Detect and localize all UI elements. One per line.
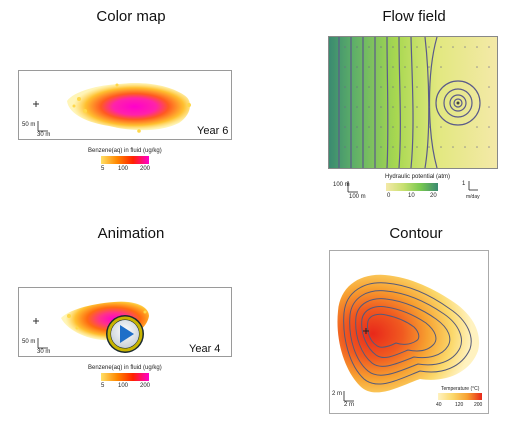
- contour-title: Contour: [389, 225, 443, 242]
- contour-scale-vertical-label: 2 m: [332, 391, 343, 397]
- vector-scale-label: 1: [462, 181, 466, 187]
- color-map-legend-bar: [101, 156, 149, 164]
- flow-field-title: Flow field: [382, 8, 446, 25]
- legend-tick-low: 5: [101, 383, 105, 389]
- flow-scale-horizontal-label: 100 m: [349, 194, 366, 200]
- color-map-title: Color map: [96, 8, 166, 25]
- legend-tick-high: 200: [140, 166, 151, 172]
- flow-scale-vertical-label: 100 m: [333, 182, 350, 188]
- flow-legend-bar: [386, 183, 438, 191]
- legend-tick-mid: 100: [118, 383, 129, 389]
- contour-panel[interactable]: 2 m 2 m Temperature (°C) 40 120 200: [329, 250, 489, 414]
- flow-tick-0: 0: [387, 193, 391, 199]
- legend-tick-high: 200: [140, 383, 151, 389]
- temperature-contour-image: [337, 274, 480, 402]
- flow-field-panel[interactable]: [328, 36, 498, 169]
- color-map-panel[interactable]: 50 m 30 m Year 6: [18, 70, 232, 140]
- legend-tick-mid: 100: [118, 166, 129, 172]
- color-map-legend-label: Benzene(aq) in fluid (ug/kg): [88, 148, 162, 154]
- scale-horizontal-label: 30 m: [37, 132, 51, 138]
- play-button[interactable]: [105, 314, 145, 354]
- animation-title: Animation: [97, 225, 165, 242]
- flow-tick-20: 20: [430, 193, 437, 199]
- play-icon: [106, 315, 144, 353]
- animation-panel[interactable]: 50 m 30 m Year 4: [18, 287, 232, 357]
- contour-tick-200: 200: [474, 402, 483, 408]
- vector-units-label: m/day: [466, 194, 480, 200]
- contour-tick-120: 120: [455, 402, 464, 408]
- flow-legend-label: Hydraulic potential (atm): [385, 174, 451, 180]
- legend-tick-low: 5: [101, 166, 105, 172]
- year-label: Year 6: [197, 125, 229, 137]
- plus-icon: [33, 101, 39, 107]
- scale-horizontal-label: 30 m: [37, 349, 51, 355]
- contour-legend-bar: [438, 393, 482, 400]
- animation-legend-bar: [101, 373, 149, 381]
- year-label: Year 4: [189, 343, 221, 355]
- contour-scale-horizontal-label: 2 m: [344, 402, 355, 408]
- animation-legend-label: Benzene(aq) in fluid (ug/kg): [88, 365, 162, 371]
- flow-field-image: [329, 37, 497, 168]
- scale-vertical-label: 50 m: [22, 122, 36, 128]
- flow-scale-bar: [347, 181, 358, 193]
- scale-vertical-label: 50 m: [22, 339, 36, 345]
- contour-legend-label: Temperature (°C): [441, 386, 480, 392]
- flow-tick-10: 10: [408, 193, 415, 199]
- contour-tick-40: 40: [436, 402, 442, 408]
- benzene-plume-image: [33, 83, 191, 133]
- plus-icon: [363, 328, 369, 334]
- plus-icon: [33, 318, 39, 324]
- vector-scale-icon: [468, 181, 478, 191]
